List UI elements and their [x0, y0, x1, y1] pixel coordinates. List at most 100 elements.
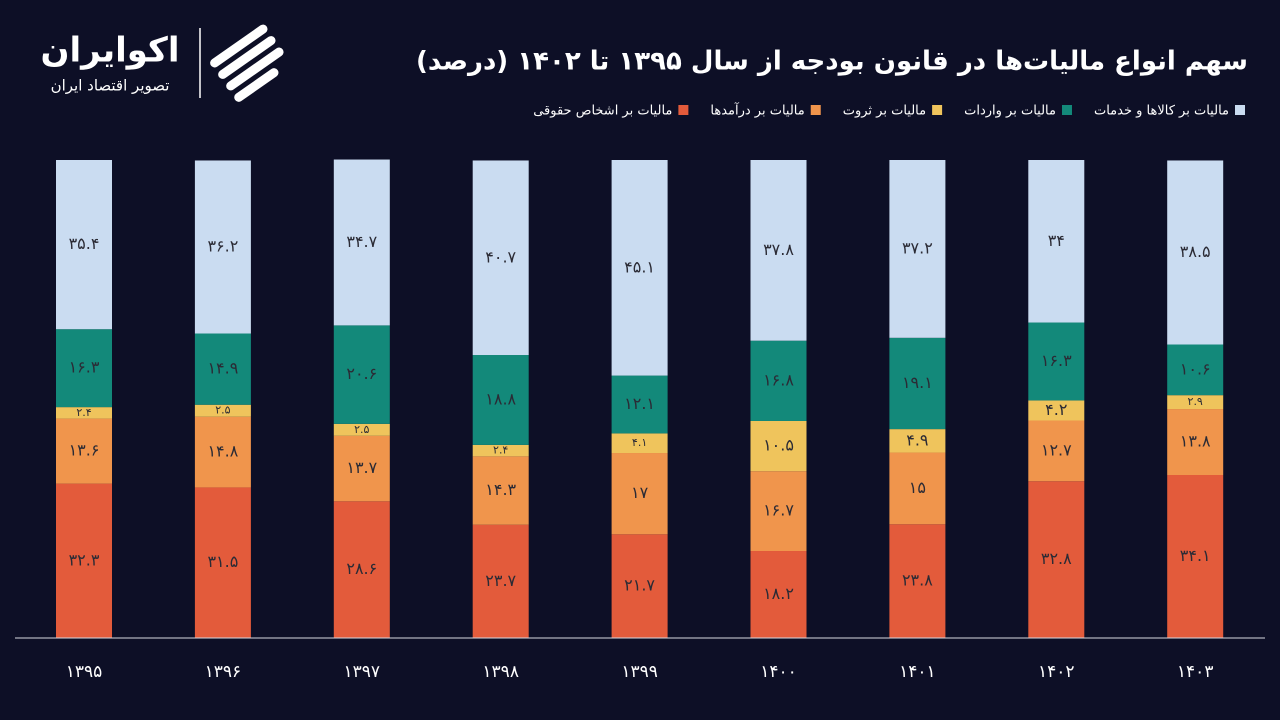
- data-label: ۲۱.۷: [624, 576, 655, 595]
- data-label: ۴۰.۷: [485, 247, 516, 266]
- data-label: ۱۹.۱: [902, 373, 933, 392]
- data-label: ۱۶.۳: [69, 358, 100, 377]
- x-tick-label: ۱۳۹۷: [344, 662, 381, 682]
- data-label: ۱۴.۹: [207, 359, 238, 378]
- data-label: ۳۲.۳: [69, 550, 100, 569]
- data-label: ۱۰.۶: [1180, 359, 1211, 378]
- x-tick-label: ۱۴۰۰: [760, 662, 797, 682]
- data-label: ۲۳.۷: [485, 571, 516, 590]
- legend-swatch: [932, 105, 943, 115]
- data-label: ۳۲.۸: [1041, 549, 1072, 568]
- bar-segment: [1167, 475, 1224, 638]
- data-label: ۲۳.۸: [902, 571, 933, 590]
- data-label: ۱۴.۸: [207, 442, 238, 461]
- bar-segment: [611, 433, 668, 454]
- data-label: ۱۶.۷: [763, 501, 794, 520]
- x-tick-label: ۱۳۹۸: [482, 662, 519, 682]
- logo: اکوایران تصویر اقتصاد ایران: [41, 24, 284, 102]
- bar-segment: [889, 160, 946, 338]
- bar-segment: [56, 160, 112, 330]
- bar-segment: [611, 534, 668, 638]
- bar-segment: [194, 333, 251, 405]
- bar-segment: [889, 429, 946, 453]
- data-label: ۱۳.۸: [1180, 432, 1211, 451]
- bar-segment: [194, 160, 251, 334]
- brand-tagline: تصویر اقتصاد ایران: [51, 77, 170, 95]
- data-label: ۱۸.۲: [763, 584, 794, 603]
- brand-name: اکوایران: [41, 31, 180, 71]
- legend-swatch: [810, 105, 821, 115]
- data-label: ۱۵: [909, 478, 926, 497]
- bar-segment: [1167, 395, 1224, 410]
- bar-segment: [1028, 481, 1085, 638]
- legend-label: مالیات بر ثروت: [843, 104, 926, 119]
- bar-segment: [333, 435, 390, 502]
- bar-segment: [56, 407, 112, 419]
- bar-segment: [750, 420, 807, 472]
- data-label: ۲۸.۶: [346, 559, 377, 578]
- x-tick-label: ۱۳۹۵: [66, 662, 103, 682]
- bar-segment: [56, 418, 112, 484]
- bar-segment: [56, 329, 112, 408]
- bar-segment: [1028, 420, 1085, 482]
- bar-segment: [1028, 160, 1085, 323]
- bar-segment: [611, 375, 668, 434]
- logo-icon: [210, 24, 284, 102]
- x-tick-label: ۱۳۹۹: [621, 662, 658, 682]
- data-label: ۳۷.۸: [763, 240, 794, 259]
- legend-label: مالیات بر واردات: [964, 104, 1056, 119]
- data-label: ۲.۵: [215, 404, 230, 417]
- x-tick-label: ۱۴۰۲: [1038, 662, 1075, 682]
- data-label: ۱۲.۷: [1041, 440, 1072, 459]
- bar-segment: [611, 160, 668, 376]
- bar-segment: [750, 340, 807, 421]
- legend-label: مالیات بر درآمدها: [710, 102, 804, 119]
- bar-segment: [472, 524, 529, 638]
- data-label: ۳۵.۴: [69, 234, 100, 253]
- legend-label: مالیات بر کالاها و خدمات: [1094, 104, 1229, 119]
- bar-segment: [611, 453, 668, 535]
- data-label: ۱۴.۳: [485, 480, 516, 499]
- bar-segment: [1167, 160, 1224, 345]
- bar-segment: [472, 456, 529, 525]
- plot: ۱۳۹۵ ۳۲.۳ ۱۳.۶ ۲.۴ ۱۶.۳ ۳۵.۴ ۱۳۹۶ ۳۱.۵ ۱۴.۸ ۲.۵ ۱۴…: [56, 159, 1224, 682]
- data-label: ۳۴.۷: [346, 232, 377, 251]
- data-label: ۳۴.۱: [1180, 546, 1211, 565]
- data-label: ۲.۴: [76, 406, 91, 419]
- data-label: ۲.۴: [493, 444, 508, 457]
- data-label: ۲.۹: [1188, 395, 1203, 408]
- bar-segment: [194, 404, 251, 417]
- data-label: ۱۶.۳: [1041, 351, 1072, 370]
- bar-segment: [889, 337, 946, 430]
- legend-swatch: [678, 105, 689, 115]
- data-label: ۳۱.۵: [207, 552, 238, 571]
- data-label: ۲۰.۶: [346, 364, 377, 383]
- bar-segment: [1167, 409, 1224, 476]
- bar-segment: [333, 159, 390, 326]
- bar-segment: [472, 355, 529, 445]
- bar-segment: [750, 160, 807, 341]
- bar-segment: [1028, 322, 1085, 401]
- chart-title: سهم انواع مالیات‌ها در قانون بودجه از سا…: [416, 47, 1248, 77]
- x-tick-label: ۱۳۹۶: [205, 662, 242, 682]
- data-label: ۱۳.۶: [69, 441, 100, 460]
- data-label: ۳۷.۲: [902, 238, 933, 257]
- bar-segment: [472, 444, 529, 457]
- legend-swatch: [1061, 105, 1072, 115]
- bar-segment: [889, 452, 946, 525]
- data-label: ۲.۵: [354, 423, 369, 436]
- bar-segment: [472, 160, 529, 356]
- data-label: ۳۸.۵: [1180, 242, 1211, 261]
- data-label: ۴.۹: [906, 430, 928, 449]
- legend-swatch: [1235, 105, 1245, 115]
- bar-segment: [333, 501, 390, 638]
- data-label: ۱۸.۸: [485, 389, 516, 408]
- bar-segment: [194, 416, 251, 488]
- data-label: ۳۴: [1048, 231, 1065, 250]
- bar-segment: [333, 423, 390, 436]
- data-label: ۱۳.۷: [346, 458, 377, 477]
- data-label: ۱۷: [631, 483, 649, 502]
- x-tick-label: ۱۴۰۳: [1177, 662, 1214, 682]
- bar-segment: [1028, 400, 1085, 421]
- bar-segment: [1167, 344, 1224, 396]
